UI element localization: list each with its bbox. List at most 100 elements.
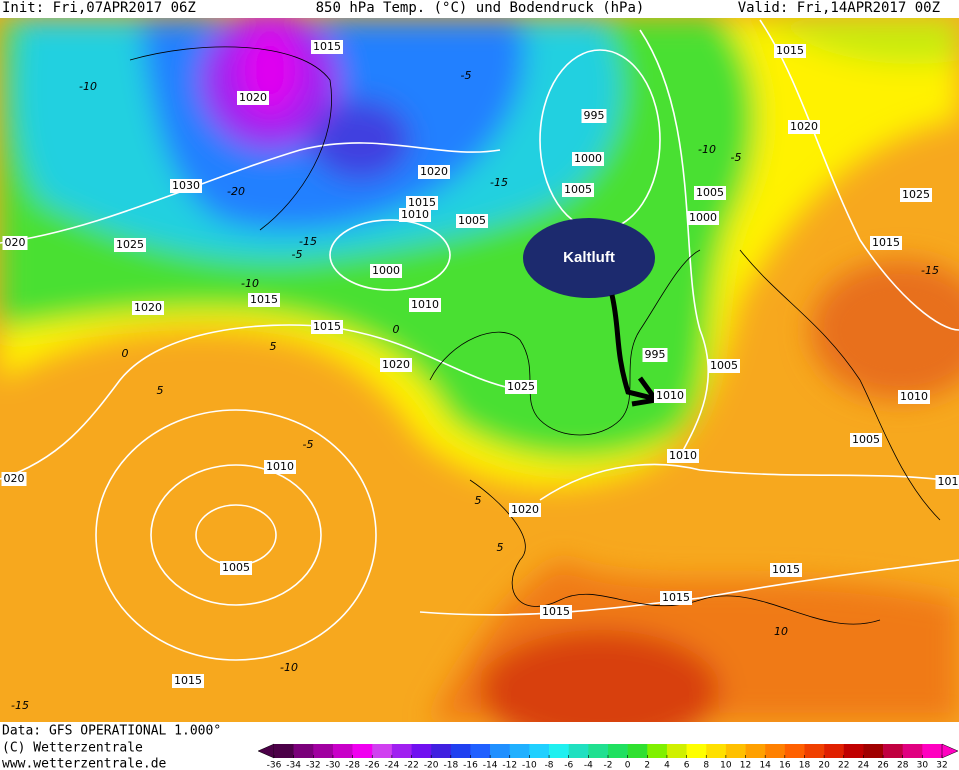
isobar-label-box [870, 236, 902, 250]
temperature-label: -10 [280, 661, 298, 674]
scale-tick-label: -32 [306, 761, 321, 770]
footer-copyright: (C) Wetterzentrale [2, 741, 143, 756]
isobar-label: 1005 [458, 214, 486, 227]
scale-swatch [902, 744, 923, 758]
isobar-label: 1005 [710, 359, 738, 372]
isobar-label-box [788, 120, 820, 134]
isobar-label-box [774, 44, 806, 58]
isobar-label: 020 [4, 472, 25, 485]
isobar-label-box [399, 208, 431, 222]
scale-swatch [627, 744, 648, 758]
scale-swatch [391, 744, 412, 758]
isobar-label-box [572, 152, 604, 166]
isobar-label-box [456, 214, 488, 228]
isobar-label: 1020 [239, 91, 267, 104]
isobar-label-box [505, 380, 537, 394]
init-time: Init: Fri,07APR2017 06Z [2, 0, 196, 16]
scale-swatch [784, 744, 805, 758]
isobar-label: 1025 [902, 188, 930, 201]
isobar-label-box [687, 211, 719, 225]
isobar-label-box [311, 320, 343, 334]
isobar-label: 1015 [174, 674, 202, 687]
scale-tick-label: 6 [684, 761, 690, 770]
temperature-label: 5 [497, 541, 504, 554]
temperature-label: 5 [270, 340, 277, 353]
isobar-label: 1015 [772, 563, 800, 576]
isobar-label-box [642, 348, 668, 362]
isobar-label: 1020 [382, 358, 410, 371]
scale-tick-label: -6 [564, 761, 573, 770]
arrow [609, 294, 653, 401]
scale-swatch [883, 744, 904, 758]
temperature-label: -5 [303, 438, 314, 451]
isobar-label-box [170, 179, 202, 193]
isobar-label-box [562, 183, 594, 197]
isobar-label-box [667, 449, 699, 463]
isobar-label: 1015 [542, 605, 570, 618]
scale-swatch [804, 744, 825, 758]
scale-swatch [843, 744, 864, 758]
isobar-label-box [132, 301, 164, 315]
isobar-label: 1015 [313, 40, 341, 53]
isobar-label: 1010 [411, 298, 439, 311]
scale-tick-label: 4 [664, 761, 670, 770]
scale-tick-label: -14 [483, 761, 498, 770]
scale-tick-label: -26 [365, 761, 380, 770]
isobar-label: 1015 [776, 44, 804, 57]
isobar-label: 995 [645, 348, 666, 361]
isobar-label-box [900, 188, 932, 202]
scale-swatch [725, 744, 746, 758]
scale-swatch [686, 744, 707, 758]
isobar-label-box [237, 91, 269, 105]
isobar-label-box [264, 460, 296, 474]
footer-url: www.wetterzentrale.de [2, 757, 167, 770]
isobar-label: 1005 [696, 186, 724, 199]
isobar-label-box [770, 563, 802, 577]
scale-tick-label: 14 [759, 761, 771, 770]
isobar-label: 1000 [574, 152, 602, 165]
footer-data: Data: GFS OPERATIONAL 1.000° [2, 724, 221, 739]
scale-swatch [608, 744, 628, 758]
scale-swatch [450, 744, 471, 758]
scale-tick-label: 26 [877, 761, 889, 770]
scale-swatch [372, 744, 393, 758]
scale-swatch [588, 744, 609, 758]
valid-time: Valid: Fri,14APR2017 00Z [738, 0, 940, 16]
temperature-label: -5 [461, 69, 472, 82]
isobar-label-box [708, 359, 740, 373]
isobar-label-box [509, 503, 541, 517]
temperature-label: -15 [921, 264, 939, 277]
scale-tick-label: 28 [897, 761, 909, 770]
scale-tick-label: -8 [545, 761, 554, 770]
isobar-label: 1005 [852, 433, 880, 446]
isobar-label: 1015 [313, 320, 341, 333]
scale-swatch [352, 744, 373, 758]
temperature-label: 0 [393, 323, 400, 336]
isobar-label-box [380, 358, 412, 372]
isobar-label: 1015 [662, 591, 690, 604]
scale-arrow-left [257, 743, 275, 759]
scale-tick-label: -12 [502, 761, 517, 770]
isobar-label-box [220, 561, 252, 575]
temperature-label: -10 [241, 277, 259, 290]
scale-swatch [431, 744, 452, 758]
isobar-label: 1015 [408, 196, 436, 209]
isobar-label-box [935, 475, 959, 489]
isobar-label: 1005 [564, 183, 592, 196]
scale-tick-label: -4 [584, 761, 593, 770]
scale-tick-label: 30 [917, 761, 929, 770]
scale-tick-label: -28 [345, 761, 360, 770]
isobar-label: 1020 [420, 165, 448, 178]
scale-tick-label: -20 [424, 761, 439, 770]
scale-swatch [411, 744, 432, 758]
scale-tick-label: -10 [522, 761, 537, 770]
scale-tick-label: -30 [326, 761, 341, 770]
isobar-label: 1000 [372, 264, 400, 277]
scale-tick-label: -24 [385, 761, 400, 770]
isobar-label: 1005 [222, 561, 250, 574]
scale-swatch [922, 744, 943, 758]
scale-tick-label: -18 [443, 761, 458, 770]
temperature-label: 5 [475, 494, 482, 507]
temperature-label: -15 [11, 699, 29, 712]
